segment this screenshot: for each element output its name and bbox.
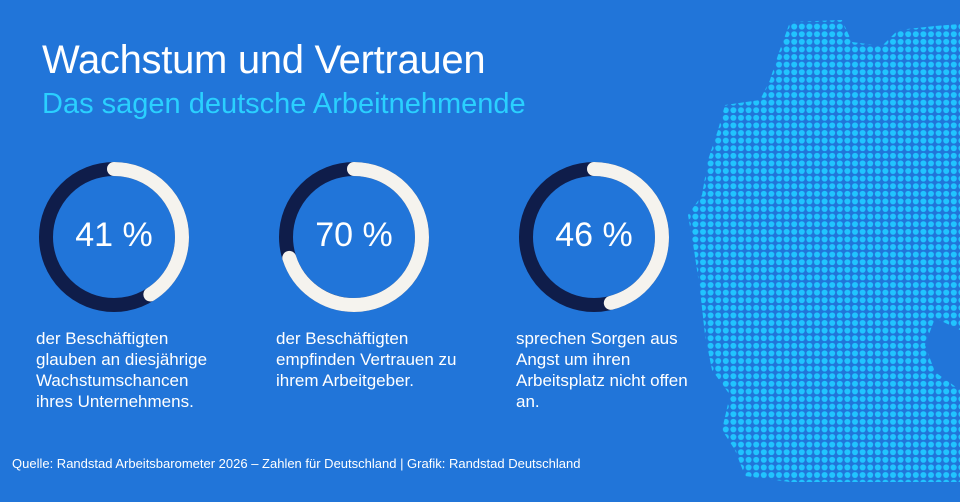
donut-chart: [279, 162, 429, 312]
donut-value-arc: [519, 162, 669, 312]
stat-value: 70 %: [315, 216, 393, 254]
stat-description: der Beschäftigten empfinden Vertrauen zu i…: [276, 329, 457, 390]
donut-chart: [519, 162, 669, 312]
stat-value: 46 %: [555, 216, 633, 254]
stat-value: 41 %: [75, 216, 153, 254]
page-title: Wachstum und Vertrauen: [42, 38, 486, 82]
donut-chart: [39, 162, 189, 312]
stat-description: der Beschäftigten glauben an diesjährige W…: [36, 329, 208, 411]
donut-value-arc: [279, 162, 429, 312]
page-subtitle: Das sagen deutsche Arbeitnehmende: [42, 88, 526, 120]
stat-description: sprechen Sorgen aus Angst um ihren Arbeits…: [516, 329, 688, 411]
source-note: Quelle: Randstad Arbeitsbarometer 2026 –…: [12, 456, 581, 471]
donut-value-arc: [39, 162, 189, 312]
